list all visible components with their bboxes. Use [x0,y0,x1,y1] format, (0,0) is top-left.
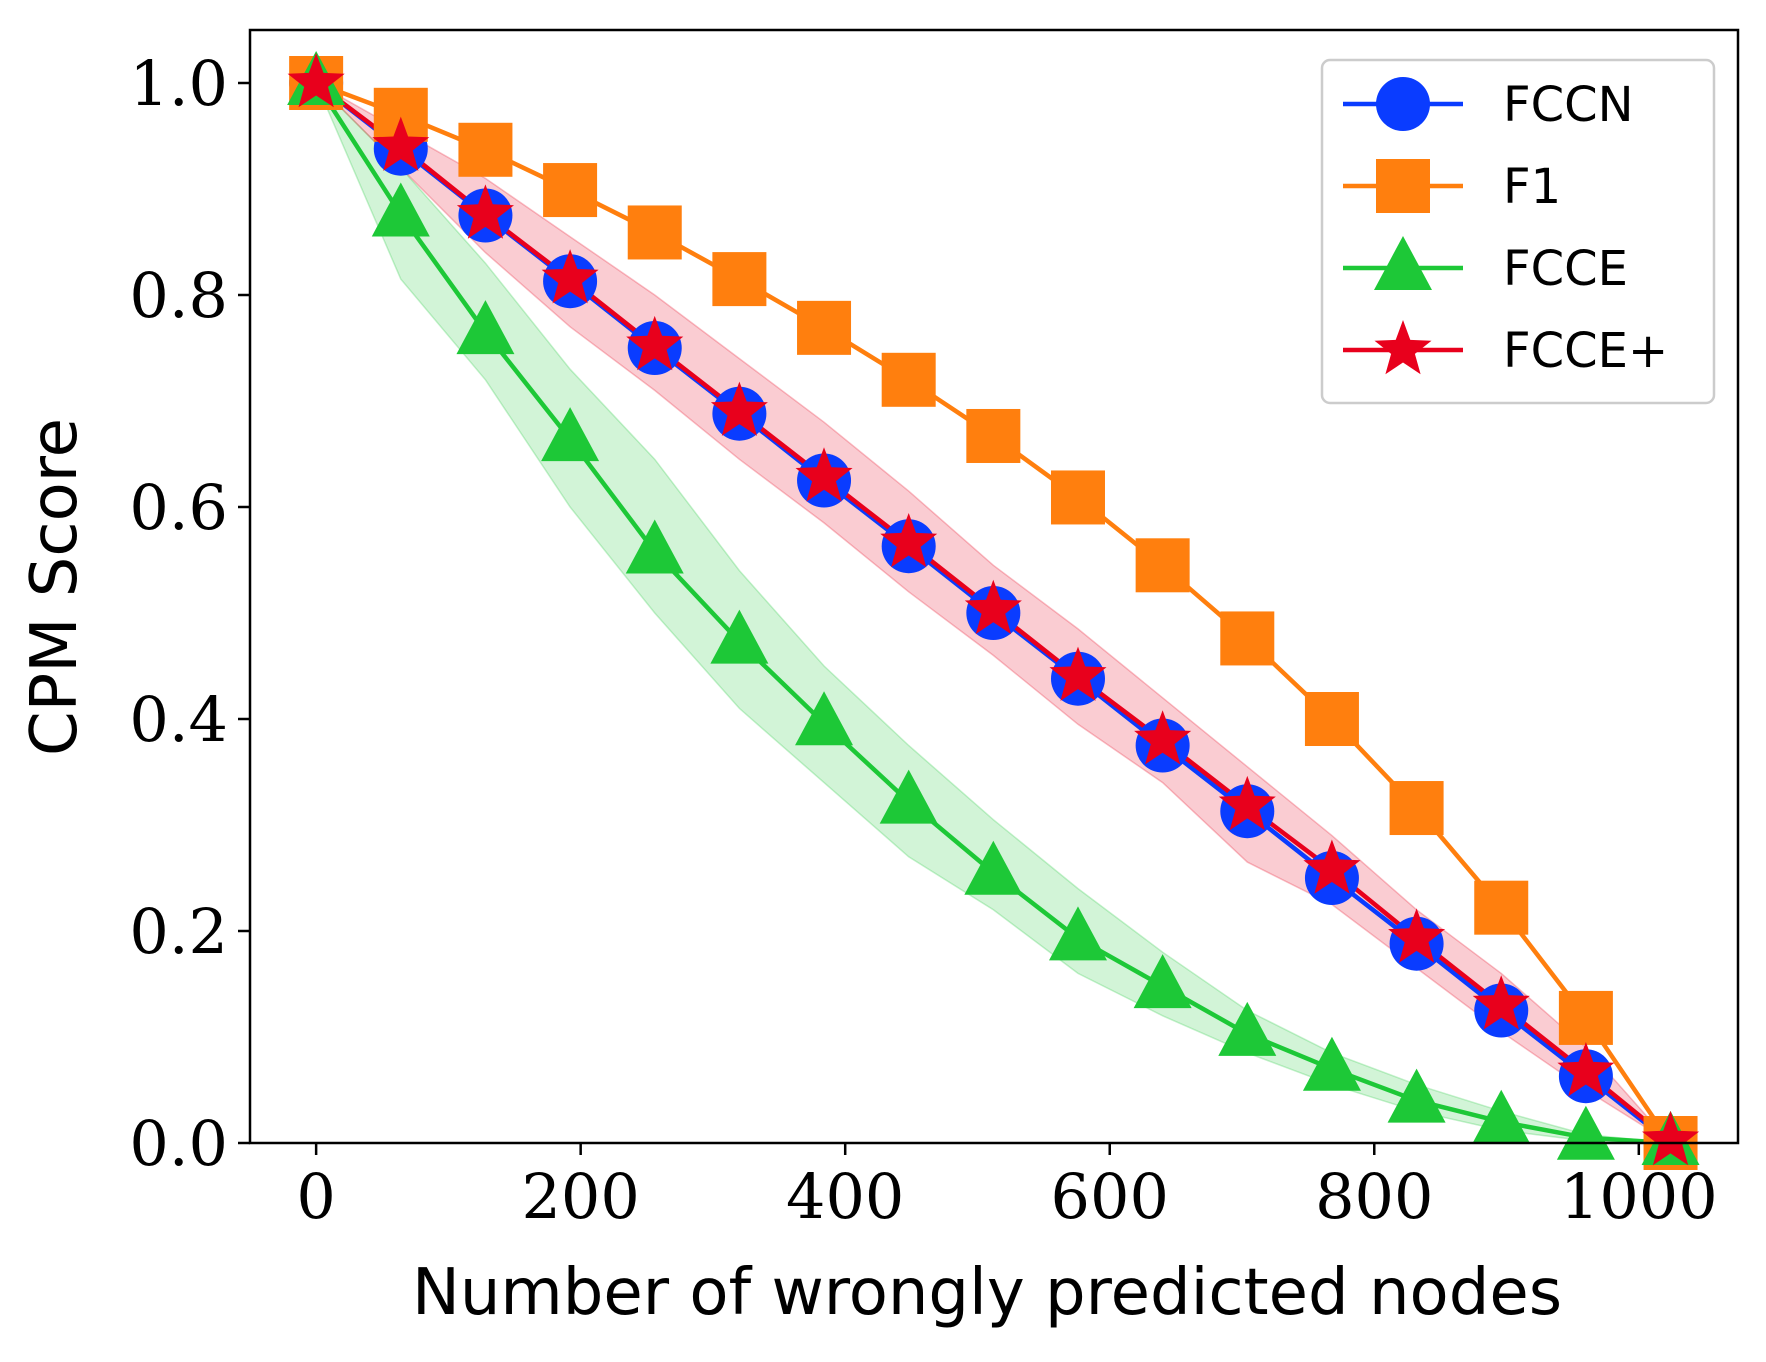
x-tick-label: 0 [296,1160,335,1233]
point-f1 [966,408,1021,463]
point-fcce [541,407,600,462]
point-fcce-plus [880,513,938,568]
x-tick-label: 400 [786,1160,904,1233]
point-fcce [625,519,684,574]
x-tick-label: 1000 [1560,1160,1718,1233]
legend-marker [1374,320,1432,375]
legend-item-f1: F1 [1343,159,1561,215]
point-fcce [1133,954,1192,1009]
point-fcce-plus [541,249,599,304]
y-tick-label: 0.0 [129,1107,228,1180]
plot-frame [248,28,1740,1145]
legend-item-fcce: FCCE [1343,236,1628,297]
point-f1 [1389,781,1444,836]
point-f1 [1220,611,1275,666]
point-fcce-plus [795,447,853,502]
legend-label: FCCE [1503,241,1628,297]
point-fcce-plus [626,315,684,371]
point-fcce [879,769,938,824]
point-fcce-plus [287,53,345,108]
legend-marker [1376,159,1430,213]
series-markers [287,51,1700,1170]
point-fcce-plus [964,579,1022,635]
point-fcce-plus [1642,1110,1700,1166]
markers-fcce-plus [287,53,1700,1166]
point-fcce-plus [1134,710,1192,765]
point-f1 [1304,692,1359,746]
y-tick-label: 0.4 [129,683,228,756]
tick-labels: 0 200 400 600 800 1000 0.0 0.2 0.4 0.6 0.8 1.0 [129,47,1717,1233]
legend-label: F1 [1503,159,1561,215]
point-f1 [458,122,513,177]
y-tick-label: 0.2 [129,895,228,968]
point-fcce-plus [1388,908,1446,963]
point-f1 [1474,880,1529,935]
point-f1 [543,163,598,218]
point-fcce [1472,1089,1531,1144]
y-tick-label: 1.0 [129,47,228,120]
point-fcce [1048,906,1107,961]
point-fcce-plus [1049,646,1107,701]
legend-item-fcce-plus: FCCE+ [1343,320,1668,379]
point-fcce [710,609,769,664]
point-f1 [1135,538,1190,593]
legend-label: FCCE+ [1503,323,1668,379]
legend-item-fccn: FCCN [1343,77,1634,133]
point-fcce-plus [1472,975,1530,1030]
y-tick-label: 0.6 [129,471,228,544]
point-fcce [371,182,430,237]
legend: FCCN F1 FCCE FCCE+ [1320,58,1716,405]
x-tick-label: 200 [521,1160,639,1233]
point-fcce-plus [710,381,768,436]
legend-marker [1374,236,1432,290]
point-f1 [627,205,682,260]
point-f1 [797,300,852,355]
point-fcce-plus [1218,775,1276,831]
x-tick-label: 600 [1051,1160,1169,1233]
legend-marker [1376,77,1430,131]
point-fcce-plus [372,116,430,171]
x-tick-label: 800 [1315,1160,1433,1233]
point-fcce-plus [1303,839,1361,894]
y-tick-label: 0.8 [129,259,228,332]
point-fcce [795,691,854,746]
point-fcce [1218,1001,1277,1056]
y-axis-title: CPM Score [18,418,92,756]
point-f1 [881,352,936,407]
markers-fcce [287,51,1700,1165]
point-fcce [456,300,515,355]
legend-label: FCCN [1503,77,1634,133]
axes [238,28,1740,1155]
point-fcce-plus [456,184,514,239]
point-fcce [1556,1105,1615,1160]
point-f1 [1050,470,1105,525]
point-fcce [964,840,1023,895]
point-fcce-plus [1557,1042,1615,1097]
x-axis-title: Number of wrongly predicted nodes [412,1256,1562,1330]
point-f1 [1558,990,1613,1045]
legend-box [1320,58,1716,405]
point-f1 [712,252,767,307]
point-fcce [1302,1036,1361,1091]
point-fcce [1387,1068,1446,1123]
